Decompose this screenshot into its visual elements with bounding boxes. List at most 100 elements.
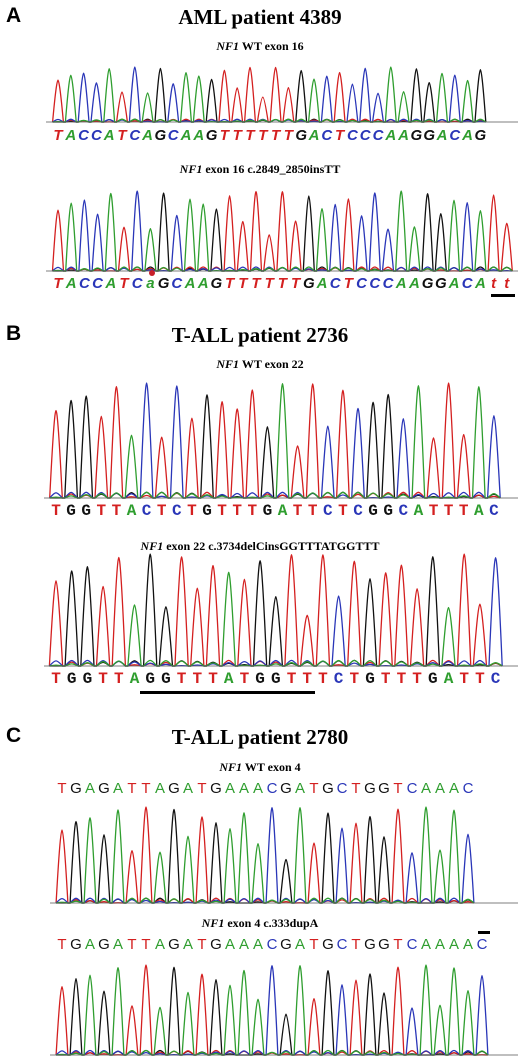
base-T: T — [176, 670, 187, 688]
base-A: A — [238, 780, 249, 797]
base-T: T — [53, 127, 63, 144]
base-A: A — [398, 127, 410, 144]
base-T: T — [283, 127, 293, 144]
base-T: T — [119, 275, 129, 292]
base-T: T — [393, 936, 403, 953]
base-G: G — [280, 936, 292, 953]
base-C: C — [92, 275, 104, 292]
base-T: T — [351, 936, 361, 953]
base-A: A — [474, 275, 486, 292]
base-G: G — [168, 936, 180, 953]
base-G: G — [210, 275, 223, 292]
gene-name: NF1 — [216, 39, 240, 53]
base-T: T — [117, 127, 127, 144]
panel-b-title: T-ALL patient 2736 — [171, 323, 349, 347]
base-T: T — [277, 275, 287, 292]
base-A: A — [413, 502, 424, 520]
panel-a-trace-2-label: NF1 exon 16 c.2849_2850insTT — [0, 162, 520, 177]
insertion-underline — [140, 691, 315, 694]
base-T: T — [286, 670, 297, 688]
gene-name: NF1 — [219, 760, 243, 774]
base-T: T — [197, 780, 207, 797]
base-T: T — [307, 502, 318, 520]
base-A: A — [224, 936, 235, 953]
base-T: T — [245, 127, 255, 144]
base-A: A — [252, 780, 263, 797]
base-C: C — [356, 275, 368, 292]
base-A: A — [252, 936, 263, 953]
base-T: T — [187, 502, 197, 520]
base-C: C — [406, 780, 418, 797]
panel-a-letter: A — [6, 4, 22, 27]
base-A: A — [142, 127, 154, 144]
panel-b-trace-1-label: NF1 WT exon 22 — [0, 357, 520, 372]
panel-b-trace-2-label: NF1 exon 22 c.3734delCinsGGTTTATGGTTT — [0, 539, 520, 554]
base-A: A — [448, 936, 459, 953]
base-G: G — [302, 275, 315, 292]
base-T: T — [239, 670, 250, 688]
base-C: C — [266, 780, 278, 797]
base-A: A — [420, 780, 431, 797]
trace-c-line — [55, 964, 489, 1056]
base-T: T — [111, 502, 122, 520]
panel-b-letter: B — [6, 322, 22, 345]
base-A: A — [238, 936, 249, 953]
base-T: T — [127, 780, 137, 797]
base-T: T — [458, 502, 469, 520]
base-T: T — [225, 275, 235, 292]
trace-a-line — [56, 964, 489, 1056]
base-T: T — [318, 670, 328, 688]
panel-b-chromatogram-2 — [44, 553, 518, 667]
base-C: C — [489, 502, 499, 520]
panel-c-title: T-ALL patient 2780 — [171, 725, 349, 749]
base-A: A — [154, 936, 165, 953]
panel-a-trace-1-label: NF1 WT exon 16 — [0, 39, 520, 54]
base-T: T — [251, 275, 261, 292]
base-A: A — [224, 780, 235, 797]
base-G: G — [82, 670, 93, 688]
base-A: A — [84, 936, 95, 953]
panel-c-trace-1-label: NF1 WT exon 4 — [0, 760, 520, 775]
base-A: A — [385, 127, 397, 144]
base-C: C — [131, 275, 143, 292]
base-A: A — [434, 780, 445, 797]
base-A: A — [408, 275, 420, 292]
base-T: T — [232, 502, 242, 520]
base-G: G — [154, 127, 167, 144]
panel-c-letter: C — [6, 724, 22, 747]
base-C: C — [78, 275, 90, 292]
base-G: G — [427, 670, 438, 688]
base-C: C — [398, 502, 409, 520]
panel-a-chromatogram-2 — [46, 190, 518, 272]
base-A: A — [182, 936, 193, 953]
base-C: C — [369, 275, 381, 292]
base-G: G — [270, 670, 281, 688]
base-A: A — [308, 127, 320, 144]
base-A: A — [126, 502, 137, 520]
base-G: G — [322, 780, 334, 797]
base-T: T — [443, 502, 454, 520]
base-C: C — [336, 936, 348, 953]
base-T: T — [51, 502, 61, 520]
base-T: T — [57, 780, 67, 797]
base-C: C — [129, 127, 141, 144]
base-A: A — [462, 127, 474, 144]
panel-a-title: AML patient 4389 — [178, 5, 342, 29]
base-A: A — [193, 127, 205, 144]
base-A: A — [448, 780, 459, 797]
base-G: G — [364, 936, 376, 953]
trace-g-line — [56, 966, 489, 1056]
base-A: A — [129, 670, 140, 688]
base-G: G — [421, 275, 434, 292]
base-T: T — [96, 502, 107, 520]
base-G: G — [168, 780, 180, 797]
base-A: A — [420, 936, 431, 953]
base-T: T — [343, 275, 353, 292]
base-T: T — [475, 670, 485, 688]
base-A: A — [103, 127, 115, 144]
base-T: T — [393, 780, 403, 797]
base-G: G — [66, 670, 77, 688]
base-T: T — [302, 670, 312, 688]
base-G: G — [157, 275, 170, 292]
